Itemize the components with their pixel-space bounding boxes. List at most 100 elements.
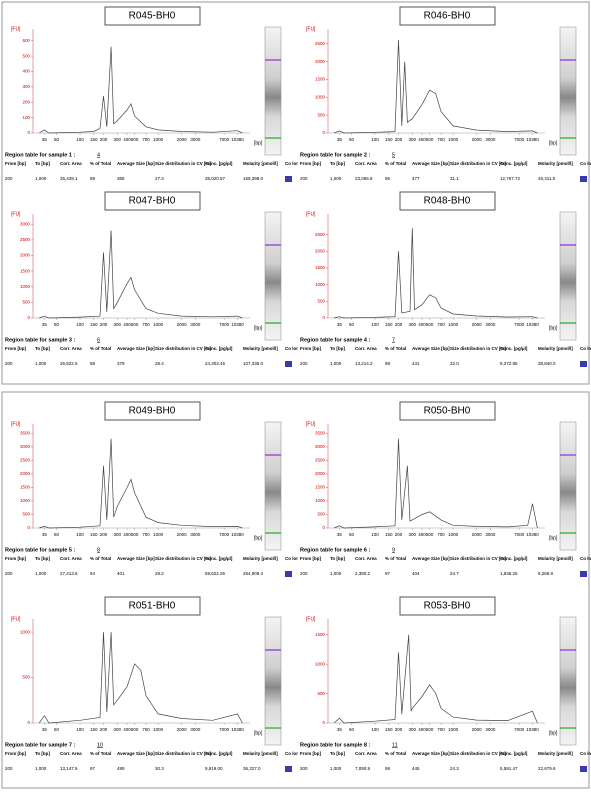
table-cell: 200: [5, 571, 13, 576]
table-cell: 27,413.6: [60, 571, 78, 576]
table-header: Size distribution in CV [%]: [450, 161, 507, 166]
x-tick-label: 200: [395, 137, 403, 142]
table-cell: 59,622.26: [205, 571, 226, 576]
x-tick-label: 150: [385, 532, 393, 537]
x-tick-label: 1000: [153, 322, 164, 327]
x-tick-label: 10380: [231, 727, 244, 732]
x-tick-label: 500: [426, 727, 434, 732]
y-tick-label: 500: [22, 675, 30, 680]
x-tick-label: 3000: [190, 137, 201, 142]
table-cell: 88: [90, 361, 96, 366]
table-number: 5: [392, 152, 395, 158]
table-header: Corr. Area: [355, 751, 377, 756]
x-tick-label: 1000: [448, 727, 459, 732]
x-axis-label: [bp]: [549, 325, 558, 331]
x-tick-label: 100: [76, 322, 84, 327]
table-header: Conc. [pg/µl]: [205, 161, 233, 166]
x-tick-label: 400: [418, 727, 426, 732]
table-caption: Region table for sample 6 :: [300, 547, 370, 553]
table-cell: 24.3: [450, 766, 459, 771]
table-cell: 28.4: [155, 361, 164, 366]
x-tick-label: 7000: [219, 727, 230, 732]
chart-title: R045-BH0: [129, 11, 176, 22]
title-box: [399, 596, 496, 616]
x-tick-label: 2000: [472, 137, 483, 142]
table-cell: 31.1: [450, 176, 459, 181]
table-header: Conc. [pg/µl]: [205, 556, 233, 561]
x-tick-label: 500: [131, 137, 139, 142]
x-axis-label: [bp]: [549, 730, 558, 736]
color-swatch: [285, 176, 292, 182]
chart-title: R051-BH0: [129, 601, 176, 612]
x-tick-label: 3000: [190, 727, 201, 732]
x-tick-label: 300: [114, 322, 122, 327]
x-tick-label: 500: [131, 532, 139, 537]
x-tick-label: 7000: [219, 532, 230, 537]
table-header: % of Total: [90, 751, 111, 756]
color-swatch: [580, 571, 587, 577]
x-tick-label: 300: [409, 137, 417, 142]
table-cell: 98: [385, 766, 391, 771]
x-tick-label: 3000: [190, 322, 201, 327]
trace: [334, 40, 538, 134]
x-tick-label: 200: [395, 532, 403, 537]
table-cell: 254,909.3: [243, 571, 264, 576]
y-axis-label: [FU]: [306, 616, 316, 622]
table-cell: 22,679.6: [538, 766, 556, 771]
y-axis-label: [FU]: [11, 616, 21, 622]
x-tick-label: 35: [42, 727, 48, 732]
table-header: Co lor: [285, 161, 298, 166]
table-cell: 379: [117, 361, 125, 366]
x-tick-label: 1000: [448, 532, 459, 537]
y-tick-label: 2500: [20, 237, 31, 242]
table-cell: 28.2: [155, 571, 164, 576]
table-cell: 1,836.25: [500, 571, 518, 576]
x-tick-label: 3000: [485, 137, 496, 142]
x-tick-label: 150: [385, 137, 393, 142]
table-header: Corr. Area: [60, 161, 82, 166]
x-tick-label: 400: [418, 322, 426, 327]
y-tick-label: 3500: [20, 431, 31, 436]
table-cell: 30.3: [155, 766, 164, 771]
x-tick-label: 500: [426, 322, 434, 327]
table-caption: Region table for sample 8 :: [300, 742, 370, 748]
chart-title: R047-BH0: [129, 196, 176, 207]
y-tick-label: 1000: [315, 498, 326, 503]
x-tick-label: 3000: [190, 532, 201, 537]
table-header: To [bp]: [35, 161, 50, 166]
title-box: [104, 596, 201, 616]
table-cell: 1,000: [35, 766, 47, 771]
table-cell: 1,000: [330, 766, 342, 771]
table-caption: Region table for sample 4 :: [300, 337, 370, 343]
x-tick-label: 3000: [485, 322, 496, 327]
table-header: Corr. Area: [355, 556, 377, 561]
color-swatch: [285, 361, 292, 367]
table-cell: 13,147.5: [60, 766, 78, 771]
x-tick-label: 2000: [177, 322, 188, 327]
table-cell: 96: [385, 176, 391, 181]
table-cell: 8,268.8: [538, 571, 554, 576]
table-header: Average Size [bp]: [412, 346, 450, 351]
table-cell: 1,000: [330, 361, 342, 366]
y-tick-label: 2000: [315, 471, 326, 476]
y-tick-label: 0: [27, 130, 30, 135]
x-tick-label: 400: [123, 322, 131, 327]
table-header: Size distribution in CV [%]: [155, 161, 212, 166]
table-cell: 35,020.57: [205, 176, 226, 181]
y-tick-label: 300: [22, 84, 30, 89]
table-header: Average Size [bp]: [412, 751, 450, 756]
table-cell: 36,327.0: [243, 766, 261, 771]
x-tick-label: 150: [90, 727, 98, 732]
y-tick-label: 500: [317, 512, 325, 517]
table-header: Corr. Area: [60, 556, 82, 561]
table-header: From [bp]: [5, 556, 26, 561]
x-tick-label: 1000: [153, 137, 164, 142]
color-swatch: [580, 176, 587, 182]
trace: [38, 632, 243, 724]
table-header: % of Total: [385, 346, 406, 351]
table-cell: 26,822.5: [60, 361, 78, 366]
gel-lane: [559, 421, 577, 551]
table-cell: 89: [90, 176, 96, 181]
table-header: Conc. [pg/µl]: [500, 346, 528, 351]
title-box: [399, 401, 496, 421]
